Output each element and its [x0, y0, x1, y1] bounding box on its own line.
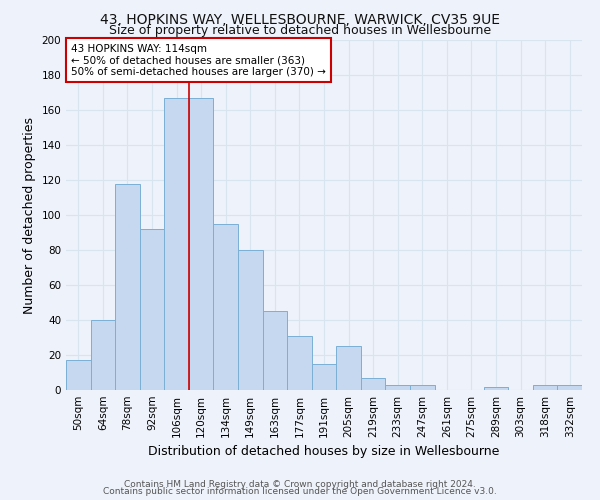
Bar	[557, 385, 582, 390]
Bar	[66, 360, 91, 390]
Text: Size of property relative to detached houses in Wellesbourne: Size of property relative to detached ho…	[109, 24, 491, 37]
Bar	[312, 364, 336, 390]
Bar	[263, 311, 287, 390]
X-axis label: Distribution of detached houses by size in Wellesbourne: Distribution of detached houses by size …	[148, 446, 500, 458]
Y-axis label: Number of detached properties: Number of detached properties	[23, 116, 36, 314]
Bar	[214, 224, 238, 390]
Text: Contains public sector information licensed under the Open Government Licence v3: Contains public sector information licen…	[103, 488, 497, 496]
Bar	[115, 184, 140, 390]
Bar	[140, 229, 164, 390]
Bar	[287, 336, 312, 390]
Bar	[410, 385, 434, 390]
Bar	[164, 98, 189, 390]
Text: Contains HM Land Registry data © Crown copyright and database right 2024.: Contains HM Land Registry data © Crown c…	[124, 480, 476, 489]
Bar	[91, 320, 115, 390]
Text: 43, HOPKINS WAY, WELLESBOURNE, WARWICK, CV35 9UE: 43, HOPKINS WAY, WELLESBOURNE, WARWICK, …	[100, 12, 500, 26]
Bar	[238, 250, 263, 390]
Bar	[336, 346, 361, 390]
Bar	[385, 385, 410, 390]
Bar	[533, 385, 557, 390]
Bar	[361, 378, 385, 390]
Bar	[484, 386, 508, 390]
Bar	[189, 98, 214, 390]
Text: 43 HOPKINS WAY: 114sqm
← 50% of detached houses are smaller (363)
50% of semi-de: 43 HOPKINS WAY: 114sqm ← 50% of detached…	[71, 44, 326, 76]
